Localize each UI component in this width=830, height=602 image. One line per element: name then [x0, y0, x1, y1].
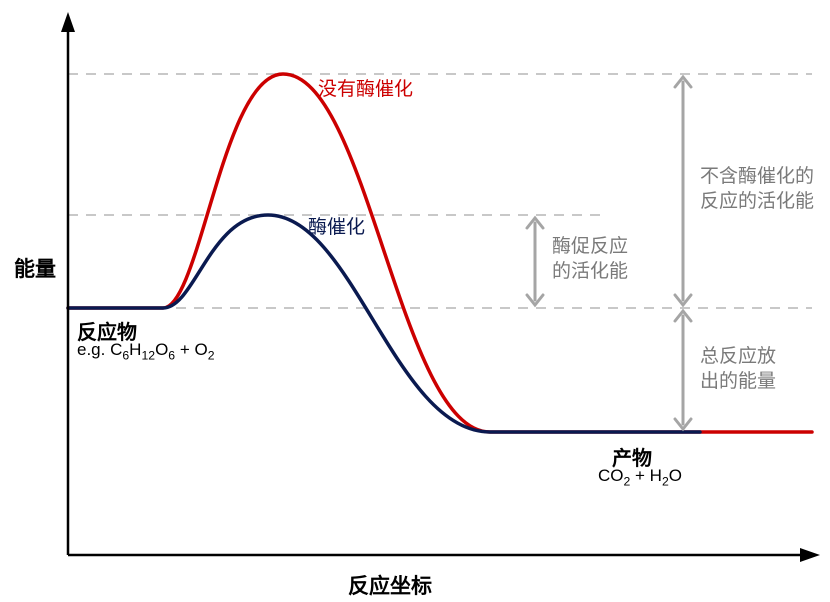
bracket-energy-release [675, 311, 691, 429]
y-axis-arrow [61, 12, 75, 32]
y-axis-label: 能量 [14, 258, 37, 281]
diagram-svg [0, 0, 830, 602]
x-axis-label: 反应坐标 [348, 570, 432, 600]
energy-release-label: 总反应放 出的能量 [700, 345, 776, 394]
bracket-enzyme-activation [527, 218, 543, 305]
reactants-formula: e.g. C6H12O6 + O2 [77, 340, 215, 362]
enzyme-curve-label: 酶催化 [308, 212, 365, 239]
bracket-no-enzyme-activation [675, 77, 691, 305]
no-enzyme-curve-label: 没有酶催化 [318, 74, 413, 101]
no-enzyme-activation-label: 不含酶催化的 反应的活化能 [700, 165, 814, 214]
products-formula: CO2 + H2O [598, 466, 682, 488]
x-axis-arrow [800, 548, 820, 562]
y-axis-label-char1: 能量 [14, 258, 37, 281]
energy-diagram: 能量 反应坐标 反应物 e.g. C6H12O6 + O2 产物 CO2 + H… [0, 0, 830, 602]
enzyme-activation-label: 酶促反应 的活化能 [552, 235, 628, 284]
